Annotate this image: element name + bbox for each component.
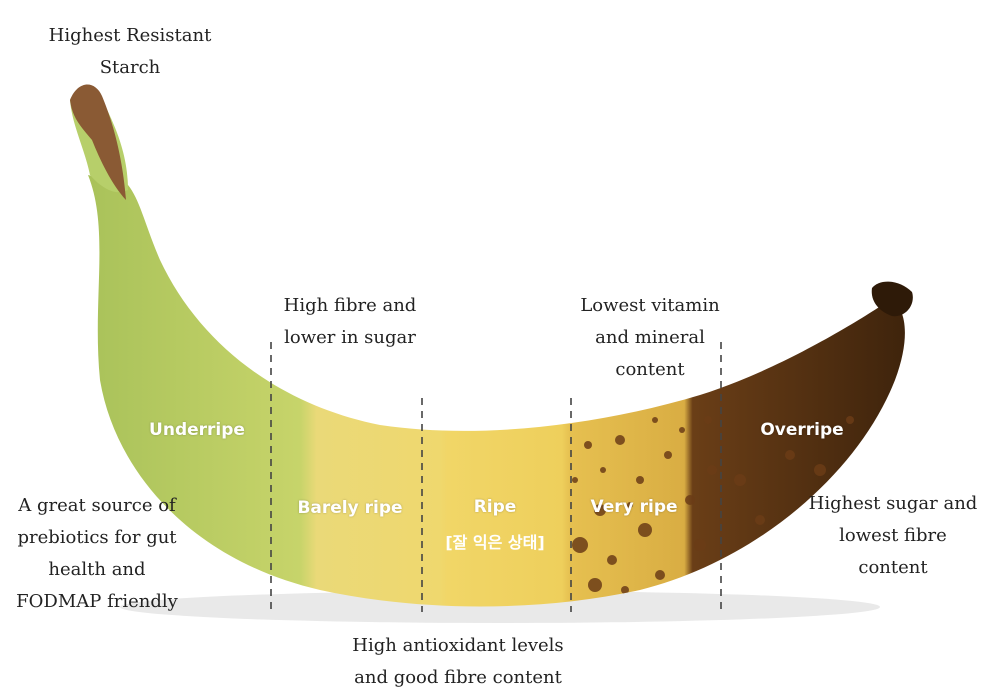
banana-tip (871, 281, 913, 317)
stage-dividers (270, 342, 722, 612)
stage-sublabel-ripe: [잘 익은 상태] (445, 533, 545, 552)
stage-label-barely-ripe: Barely ripe (297, 498, 403, 518)
note-overripe: Highest sugar and lowest fibre content (808, 493, 978, 578)
note-very-ripe: Lowest vitamin and mineral content (580, 295, 720, 380)
stage-label-very-ripe: Very ripe (590, 497, 678, 517)
stage-label-overripe: Overripe (760, 420, 844, 440)
banana-spots (572, 416, 854, 594)
banana-body (88, 175, 905, 607)
note-barely-ripe: High fibre and lower in sugar (283, 295, 417, 348)
note-stem: Highest Resistant Starch (48, 25, 212, 78)
note-underripe: A great source of prebiotics for gut hea… (16, 495, 178, 612)
banana-stem-tip (70, 84, 126, 200)
note-ripe: High antioxidant levels and good fibre c… (352, 635, 564, 688)
stage-label-ripe: Ripe (473, 497, 517, 517)
stage-label-underripe: Underripe (149, 420, 245, 440)
banana-shadow (120, 591, 880, 623)
